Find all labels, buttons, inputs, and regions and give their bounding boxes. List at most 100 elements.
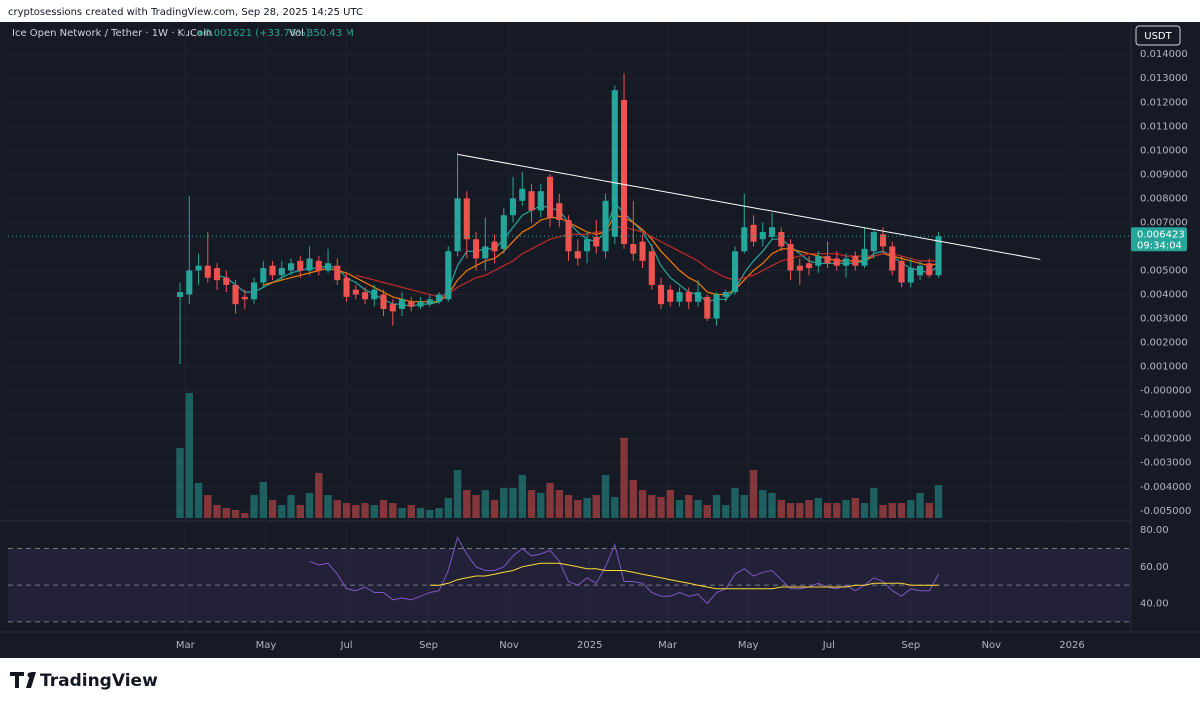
candle-body <box>722 292 729 297</box>
footer <box>0 658 1200 704</box>
symbol: Ice Open Network / Tether · 1W · KuCoin <box>12 28 212 39</box>
candle-body <box>269 265 276 276</box>
y-tick-label: 0.012000 <box>1140 97 1188 108</box>
volume-bar <box>703 505 711 518</box>
rsi-tick-label: 80.00 <box>1140 525 1169 536</box>
candle-body <box>186 270 193 295</box>
candle-body <box>824 256 831 264</box>
candle-body <box>694 292 702 302</box>
volume-bar <box>527 490 536 518</box>
candle-body <box>176 292 184 297</box>
y-tick-label: 0.008000 <box>1140 193 1188 204</box>
candle-body <box>491 241 498 252</box>
y-tick-label: 0.011000 <box>1140 121 1188 132</box>
last-price-badge <box>1131 227 1187 252</box>
volume-bar <box>768 492 776 518</box>
candle-body <box>195 265 202 271</box>
volume-bar <box>546 482 554 518</box>
volume-bar <box>537 492 545 518</box>
candle-body <box>750 224 757 242</box>
candle-body <box>278 268 285 276</box>
candle-body <box>805 263 813 269</box>
volume-bar <box>851 498 859 518</box>
candle-body <box>408 301 415 307</box>
moving-average <box>355 226 939 298</box>
volume-bar <box>796 503 804 518</box>
volume-bar <box>426 509 434 518</box>
currency[interactable]: USDT <box>1144 31 1172 42</box>
candle-body <box>916 265 924 276</box>
x-tick-label: Nov <box>982 640 1002 651</box>
volume-bar <box>305 492 314 518</box>
currency-button[interactable] <box>1135 25 1181 46</box>
x-tick-label: 2026 <box>1059 640 1084 651</box>
volume-bar <box>657 496 665 518</box>
candle-body <box>787 244 794 271</box>
candle-body <box>324 263 332 271</box>
volume-bar <box>860 503 869 518</box>
candle-body <box>778 232 785 247</box>
candle-body <box>704 296 711 319</box>
brand: TradingView <box>40 671 158 691</box>
y-tick-label: 0.007000 <box>1140 217 1188 228</box>
y-tick-label: -0.003000 <box>1140 458 1191 469</box>
volume-bar <box>194 482 203 518</box>
price-change: +0.001621 (+33.76%) <box>196 28 310 39</box>
volume-bar <box>833 503 841 518</box>
y-tick-label: 0.010000 <box>1140 145 1188 156</box>
candle-body <box>435 294 443 302</box>
chart-area <box>0 22 1200 658</box>
x-tick-label: Jul <box>340 640 353 651</box>
volume-bar <box>490 500 499 518</box>
y-tick-label: -0.005000 <box>1140 506 1191 517</box>
volume-bar <box>398 508 406 518</box>
candle-body <box>620 99 628 245</box>
y-tick-label: -0.000000 <box>1140 386 1191 397</box>
volume-bar <box>389 503 397 518</box>
candle-body <box>389 304 396 312</box>
candle-body <box>500 215 507 249</box>
volume-bar <box>897 503 906 518</box>
brand-logo <box>10 672 36 688</box>
candle-body <box>519 188 526 201</box>
volume-bar <box>574 500 582 518</box>
volume-bar <box>638 490 647 518</box>
candle-body <box>334 265 341 281</box>
volume-bar <box>564 495 573 518</box>
volume-bar <box>749 469 758 518</box>
candle-body <box>602 200 609 252</box>
volume-bar <box>352 505 360 518</box>
volume-bar <box>333 500 341 518</box>
candle-body <box>528 191 535 211</box>
volume-bar <box>444 498 452 518</box>
rsi-line <box>309 536 939 605</box>
volume-bar <box>324 495 332 518</box>
candle-body <box>852 256 859 266</box>
volume-bar <box>204 495 212 518</box>
volume-bar <box>823 503 832 518</box>
volume-bar <box>472 495 480 518</box>
volume-bar <box>879 505 887 518</box>
volume-bar <box>916 492 924 518</box>
y-tick-label: -0.001000 <box>1140 410 1191 421</box>
volume-bar <box>870 487 878 518</box>
x-tick-label: Sep <box>901 640 920 651</box>
volume-bar <box>481 490 489 518</box>
candle-body <box>898 260 905 283</box>
candle-body <box>556 203 563 221</box>
volume-bar <box>370 505 378 518</box>
candle-body <box>574 251 581 259</box>
volume-bar <box>518 474 526 518</box>
volume-bar <box>842 500 850 518</box>
volume-bar <box>250 495 258 518</box>
x-tick-label: Nov <box>499 640 519 651</box>
volume-bar <box>740 495 748 518</box>
volume-bar <box>629 479 637 518</box>
candle-body <box>213 268 221 281</box>
y-tick-label: 0.002000 <box>1140 338 1188 349</box>
candle-body <box>250 282 258 300</box>
candle-body <box>352 289 359 295</box>
volume-bar <box>731 487 739 518</box>
x-tick-label: Jul <box>822 640 835 651</box>
rsi-tick-label: 60.00 <box>1140 562 1169 573</box>
